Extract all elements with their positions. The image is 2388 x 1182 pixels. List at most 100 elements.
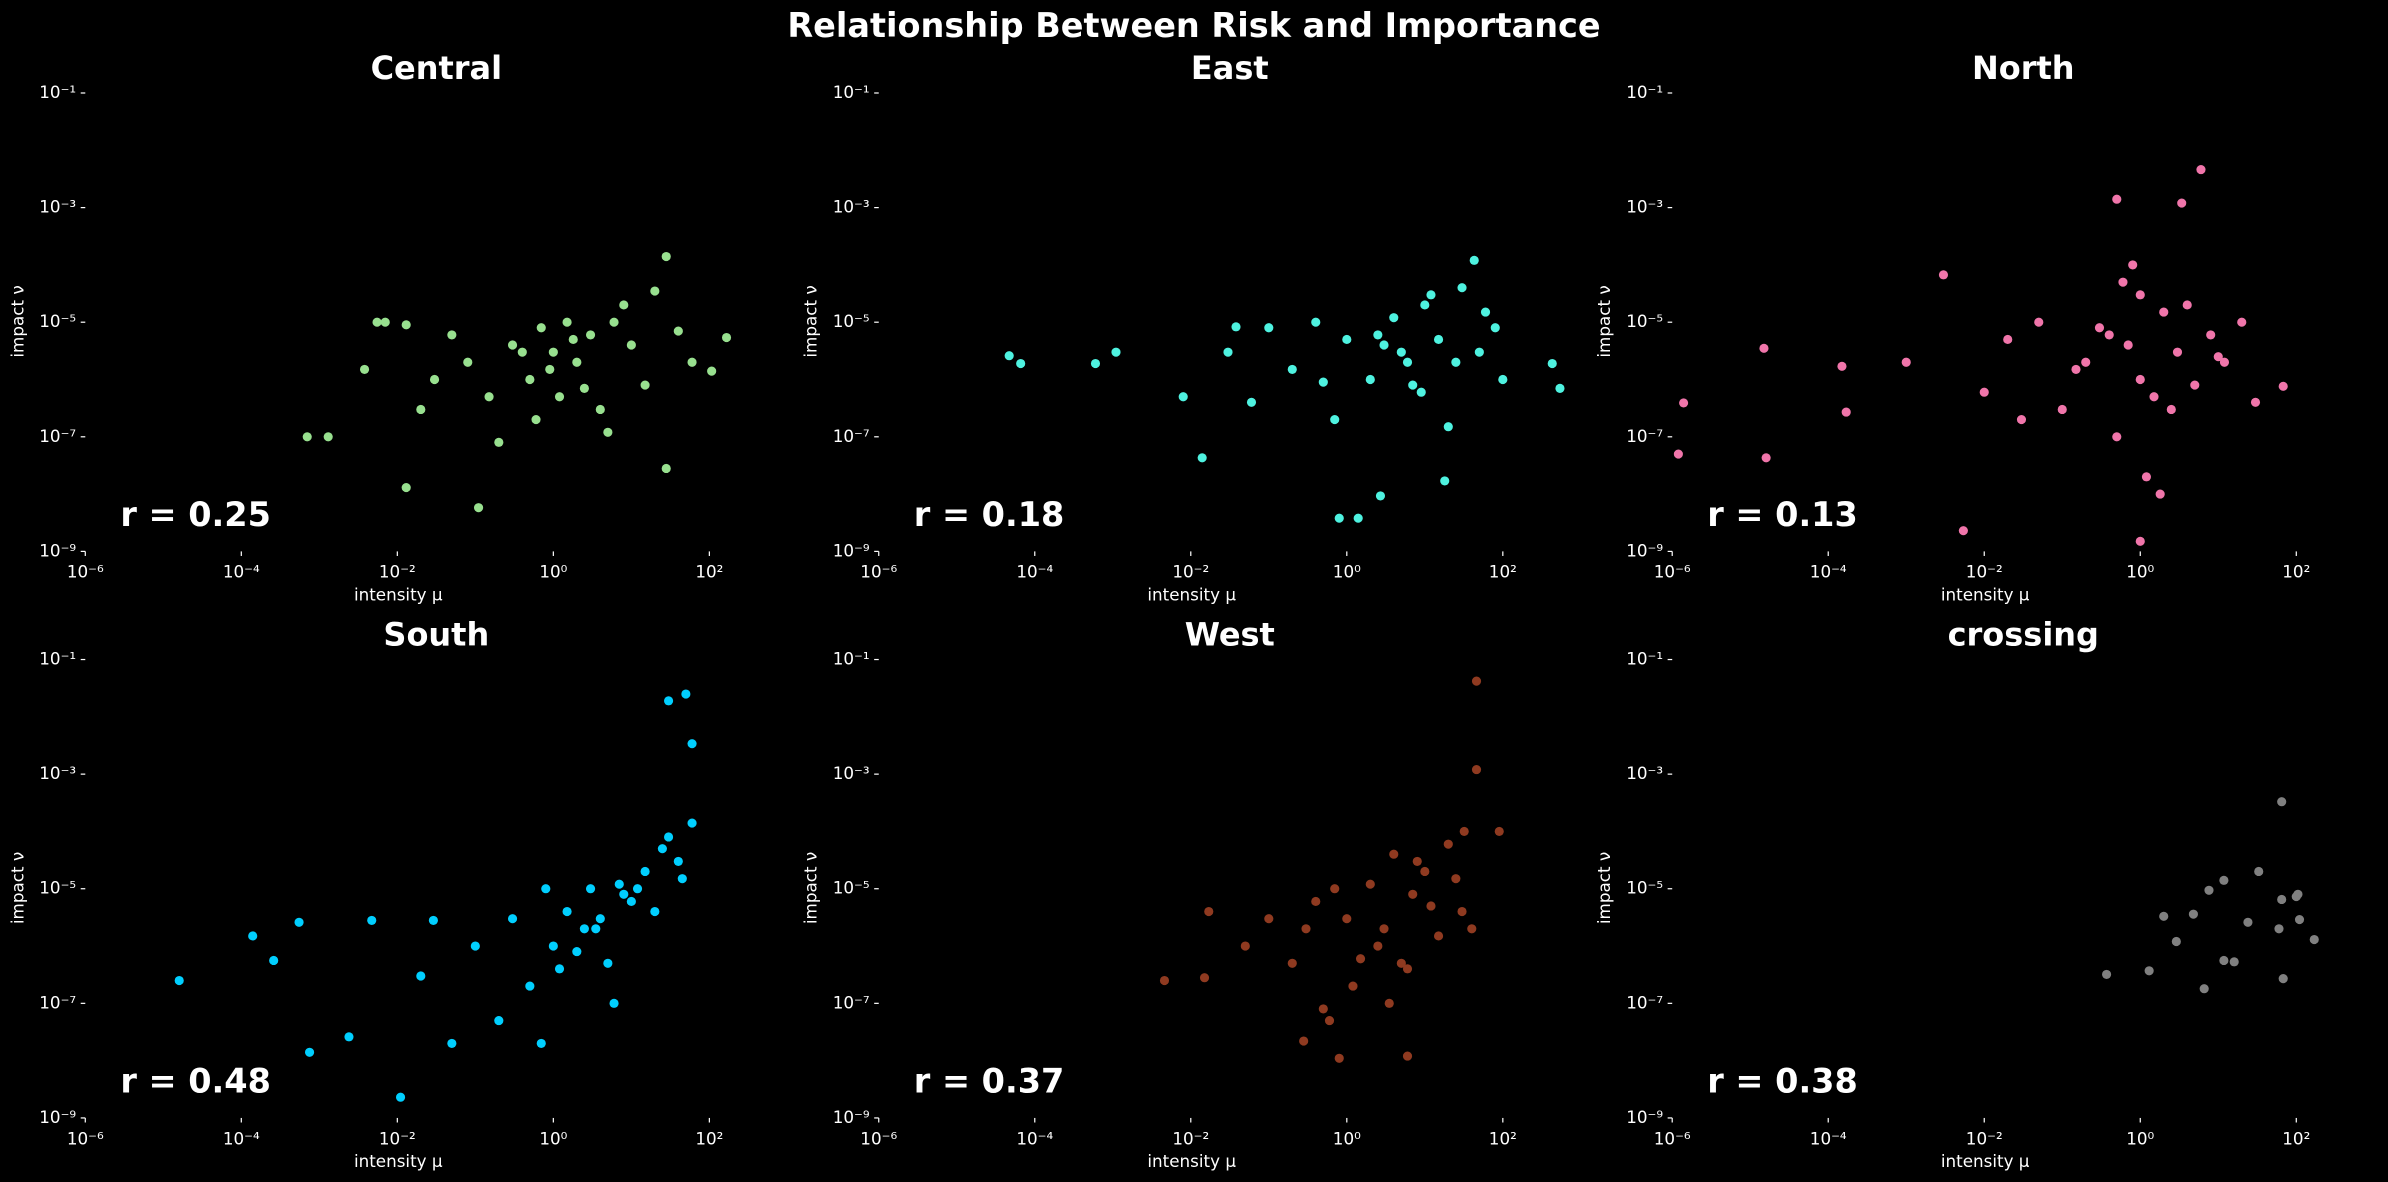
x-tick-label: 10⁻⁶ [1654,1128,1691,1148]
scatter-point [1901,357,1911,367]
scatter-point [1240,941,1250,951]
scatter-point [1348,981,1358,991]
scatter-point [1287,958,1297,968]
scatter-point [1389,849,1399,859]
y-tick-label: 10⁻¹ [833,82,870,102]
scatter-point [1402,357,1413,367]
scatter-point [626,896,636,907]
scatter-point [1318,1004,1328,1014]
y-tick-label: 10⁻⁹ [39,540,76,560]
scatter-point [2219,955,2229,966]
subplot: South 10⁻⁹ 10⁻⁷ 10⁻⁵ 10⁻³ 10⁻¹ 10⁻⁶ 10⁻⁴ 10⁻² 10⁰… [7,616,723,1171]
scatter-point [473,503,484,513]
scatter-point [1547,358,1557,369]
scatter-point [1373,941,1383,951]
scatter-point [463,357,473,367]
scatter-point [2057,404,2067,415]
scatter-point [2112,194,2122,204]
x-tick-label: 10⁻² [1172,1128,1209,1148]
scatter-point [1264,914,1274,924]
y-tick-label: 10⁻³ [1626,763,1663,783]
scatter-point [664,832,674,842]
scatter-point [2141,472,2152,482]
x-tick-label: 10⁻⁴ [1016,562,1053,582]
scatter-point [632,884,643,894]
scatter-point [2213,352,2223,362]
scatter-point [1301,924,1311,934]
x-axis-label: intensity μ [1147,585,1236,605]
annotation: r = 0.38 [1707,1061,1858,1100]
x-tick-label: 10⁻⁶ [1654,562,1691,582]
scatter-point [536,323,546,333]
scatter-point [650,286,660,296]
scatter-point [1396,958,1406,968]
x-tick-label: 10⁻⁶ [860,1128,897,1148]
y-tick-label: 10⁻⁵ [833,878,870,898]
x-tick-label: 10⁰ [539,562,567,582]
scatter-point [494,1016,504,1026]
scatter-point [2250,397,2261,407]
scatter-point [2229,957,2239,967]
scatter-point [1178,392,1188,402]
scatter-point [1451,874,1461,884]
subplot-title: East [1191,49,1269,87]
scatter-point [1004,351,1014,361]
x-tick-label: 10⁻² [1966,1128,2003,1148]
scatter-point [626,340,636,350]
scatter-point [1318,377,1328,387]
scatter-point [1958,526,1968,536]
scatter-point [2135,290,2145,300]
scatter-point [579,383,589,393]
scatter-point [1342,334,1352,345]
y-tick-label: 10⁻³ [833,197,870,217]
scatter-point [721,332,732,343]
scatter-point [367,915,377,925]
y-tick-label: 10⁻¹ [1626,649,1663,669]
scatter-point [1246,397,1257,407]
scatter-point [302,432,312,442]
scatter-point [673,326,683,336]
scatter-point [1480,307,1491,317]
scatter-point [1498,374,1508,385]
scatter-point [1440,476,1450,486]
scatter-point [1459,826,1469,837]
scatter-point [585,330,596,340]
x-tick-label: 10⁻⁶ [67,562,104,582]
scatter-point [614,879,624,889]
y-tick-label: 10⁻⁷ [833,992,870,1012]
scatter-point [545,364,555,374]
scatter-point [2196,165,2206,175]
scatter-point [2277,797,2287,807]
scatter-point [2166,404,2176,415]
figure-title: Relationship Between Risk and Importance [787,6,1600,45]
scatter-point [1402,1051,1413,1061]
scatter-point [568,334,578,345]
scatter-point [395,1092,406,1102]
scatter-point [609,317,619,327]
scatter-point [1467,924,1477,934]
scatter-point [1231,322,1241,332]
scatter-point [1197,453,1207,463]
scatter-point [640,380,650,390]
scatter-point [1433,931,1444,941]
scatter-point [1416,387,1426,397]
y-tick-label: 10⁻¹ [39,82,76,102]
y-tick-label: 10⁻⁷ [39,426,76,446]
scatter-point [507,340,518,350]
scatter-point [1379,924,1389,934]
scatter-point [2177,198,2187,208]
scatter-point [1342,914,1352,924]
scatter-point [1365,374,1375,385]
scatter-point [1111,347,1121,357]
y-tick-label: 10⁻⁹ [1626,540,1663,560]
scatter-point [269,955,279,966]
x-tick-label: 10² [695,562,723,582]
scatter-point [661,463,671,474]
scatter-point [572,357,582,367]
scatter-point [2278,381,2288,391]
scatter-point [1287,364,1297,374]
scatter-point [554,964,565,974]
subplot-title: South [383,616,489,654]
